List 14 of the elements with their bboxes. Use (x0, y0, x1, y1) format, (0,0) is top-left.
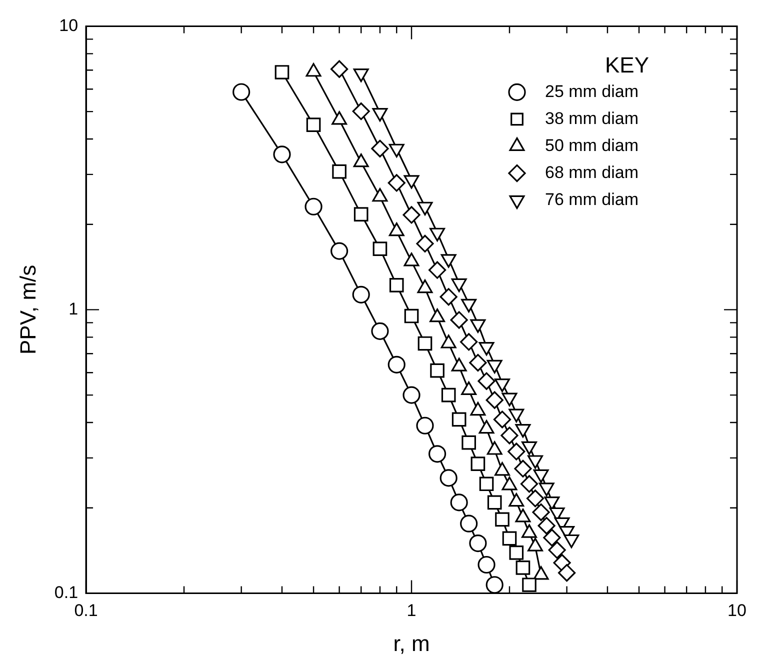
y-tick-label: 10 (59, 16, 78, 35)
x-tick-label: 1 (406, 601, 416, 620)
legend-label: 76 mm diam (545, 190, 639, 209)
y-tick-label: 1 (68, 299, 78, 318)
x-tick-label: 0.1 (74, 601, 98, 620)
legend-label: 38 mm diam (545, 108, 639, 128)
legend-title: KEY (604, 52, 650, 78)
y-tick-label: 0.1 (54, 582, 78, 602)
x-axis-title: r, m (393, 630, 430, 656)
legend-label: 25 mm diam (545, 82, 639, 101)
legend-label: 50 mm diam (545, 136, 639, 155)
y-axis-title: PPV, m/s (15, 264, 40, 355)
x-tick-label: 10 (728, 601, 746, 620)
legend-label: 68 mm diam (545, 162, 639, 182)
